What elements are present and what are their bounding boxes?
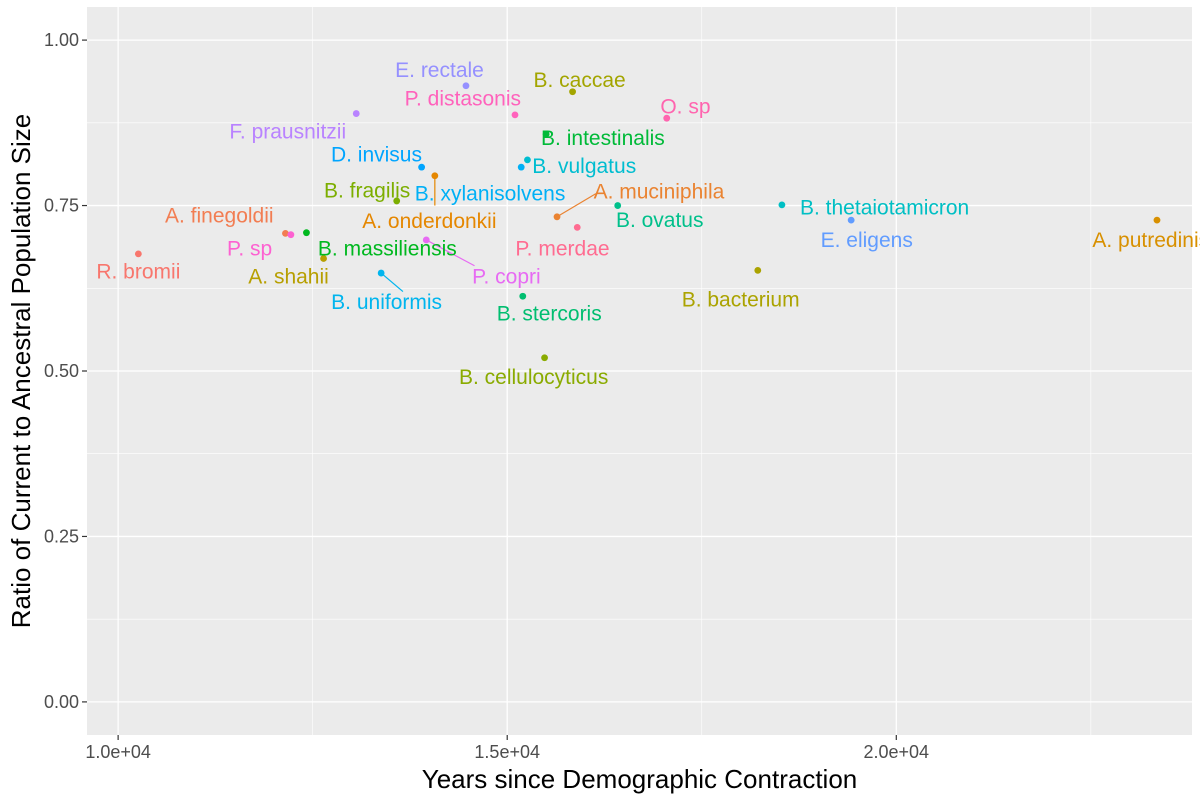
data-point [282,229,289,237]
y-tick-label: 0.50 [44,361,79,381]
data-points [134,82,1161,362]
point-label: F. prausnitzii [229,120,346,143]
point-label: A. finegoldii [165,204,274,227]
point-label: A. putredinis [1092,229,1200,252]
point-label: O. sp [660,95,710,118]
point-label: B. xylanisolvens [415,183,566,206]
label-connector [425,239,475,267]
data-point [553,213,561,221]
data-point [778,201,786,209]
data-point [1153,216,1161,224]
x-tick-label: 1.0e+04 [85,742,151,762]
point-label: A. onderdonkii [362,210,496,233]
point-label: A. muciniphila [594,181,725,204]
point-label: P. distasonis [405,87,521,110]
data-point [393,197,401,205]
y-tick-label: 0.75 [44,196,79,216]
data-point [287,231,295,239]
x-axis-title: Years since Demographic Contraction [422,764,858,794]
data-point [422,236,430,244]
point-label: B. ovatus [616,209,704,232]
point-label: B. caccae [533,69,625,92]
major-gridlines [87,7,1192,735]
point-label: P. merdae [515,238,609,261]
point-label: B. massiliensis [318,238,457,261]
point-label: B. bacterium [682,289,800,312]
point-label: B. intestinalis [541,127,665,150]
data-point [524,156,531,164]
data-point [303,229,310,237]
data-point [663,114,671,122]
data-point [569,88,576,96]
point-labels: R. bromii A. finegoldii P. sp B. massiliens… [96,59,1200,389]
x-axis: 1.0e+04 1.5e+04 2.0e+04 [85,735,929,762]
label-connectors [380,175,597,293]
y-axis: 0.00 0.25 0.50 0.75 1.00 [44,30,87,712]
label-connector [556,193,597,218]
point-label: P. sp [227,238,272,261]
data-point [134,250,142,258]
data-point [462,82,470,90]
data-point [418,163,426,171]
data-point [517,163,525,171]
point-label: D. invisus [331,144,422,167]
data-point [519,292,527,300]
point-label: B. stercoris [497,302,602,325]
label-connector [380,272,404,293]
y-tick-label: 0.00 [44,692,79,712]
point-label: A. shahii [248,265,329,288]
y-tick-label: 0.25 [44,526,79,546]
data-point [320,255,327,262]
point-label: B. thetaiotamicron [800,197,969,220]
data-point [511,111,519,119]
data-point [377,269,385,277]
y-tick-label: 1.00 [44,30,79,50]
data-point [541,354,548,362]
data-point [573,223,581,231]
x-tick-label: 2.0e+04 [864,742,930,762]
point-label: B. fragilis [324,179,410,202]
data-point [614,202,622,209]
data-point [542,130,550,138]
point-label: B. cellulocyticus [459,366,608,389]
data-point [431,172,439,180]
y-axis-title: Ratio of Current to Ancestral Population… [6,114,36,629]
x-tick-label: 1.5e+04 [474,742,540,762]
data-point [352,110,360,117]
point-label: E. rectale [395,59,484,82]
point-label: E. eligens [821,229,913,252]
point-label: B. uniformis [331,291,442,314]
data-point [754,267,762,274]
data-point [847,216,855,224]
point-label: P. copri [472,265,541,288]
point-label: R. bromii [96,261,180,284]
point-label: B. vulgatus [532,155,636,178]
